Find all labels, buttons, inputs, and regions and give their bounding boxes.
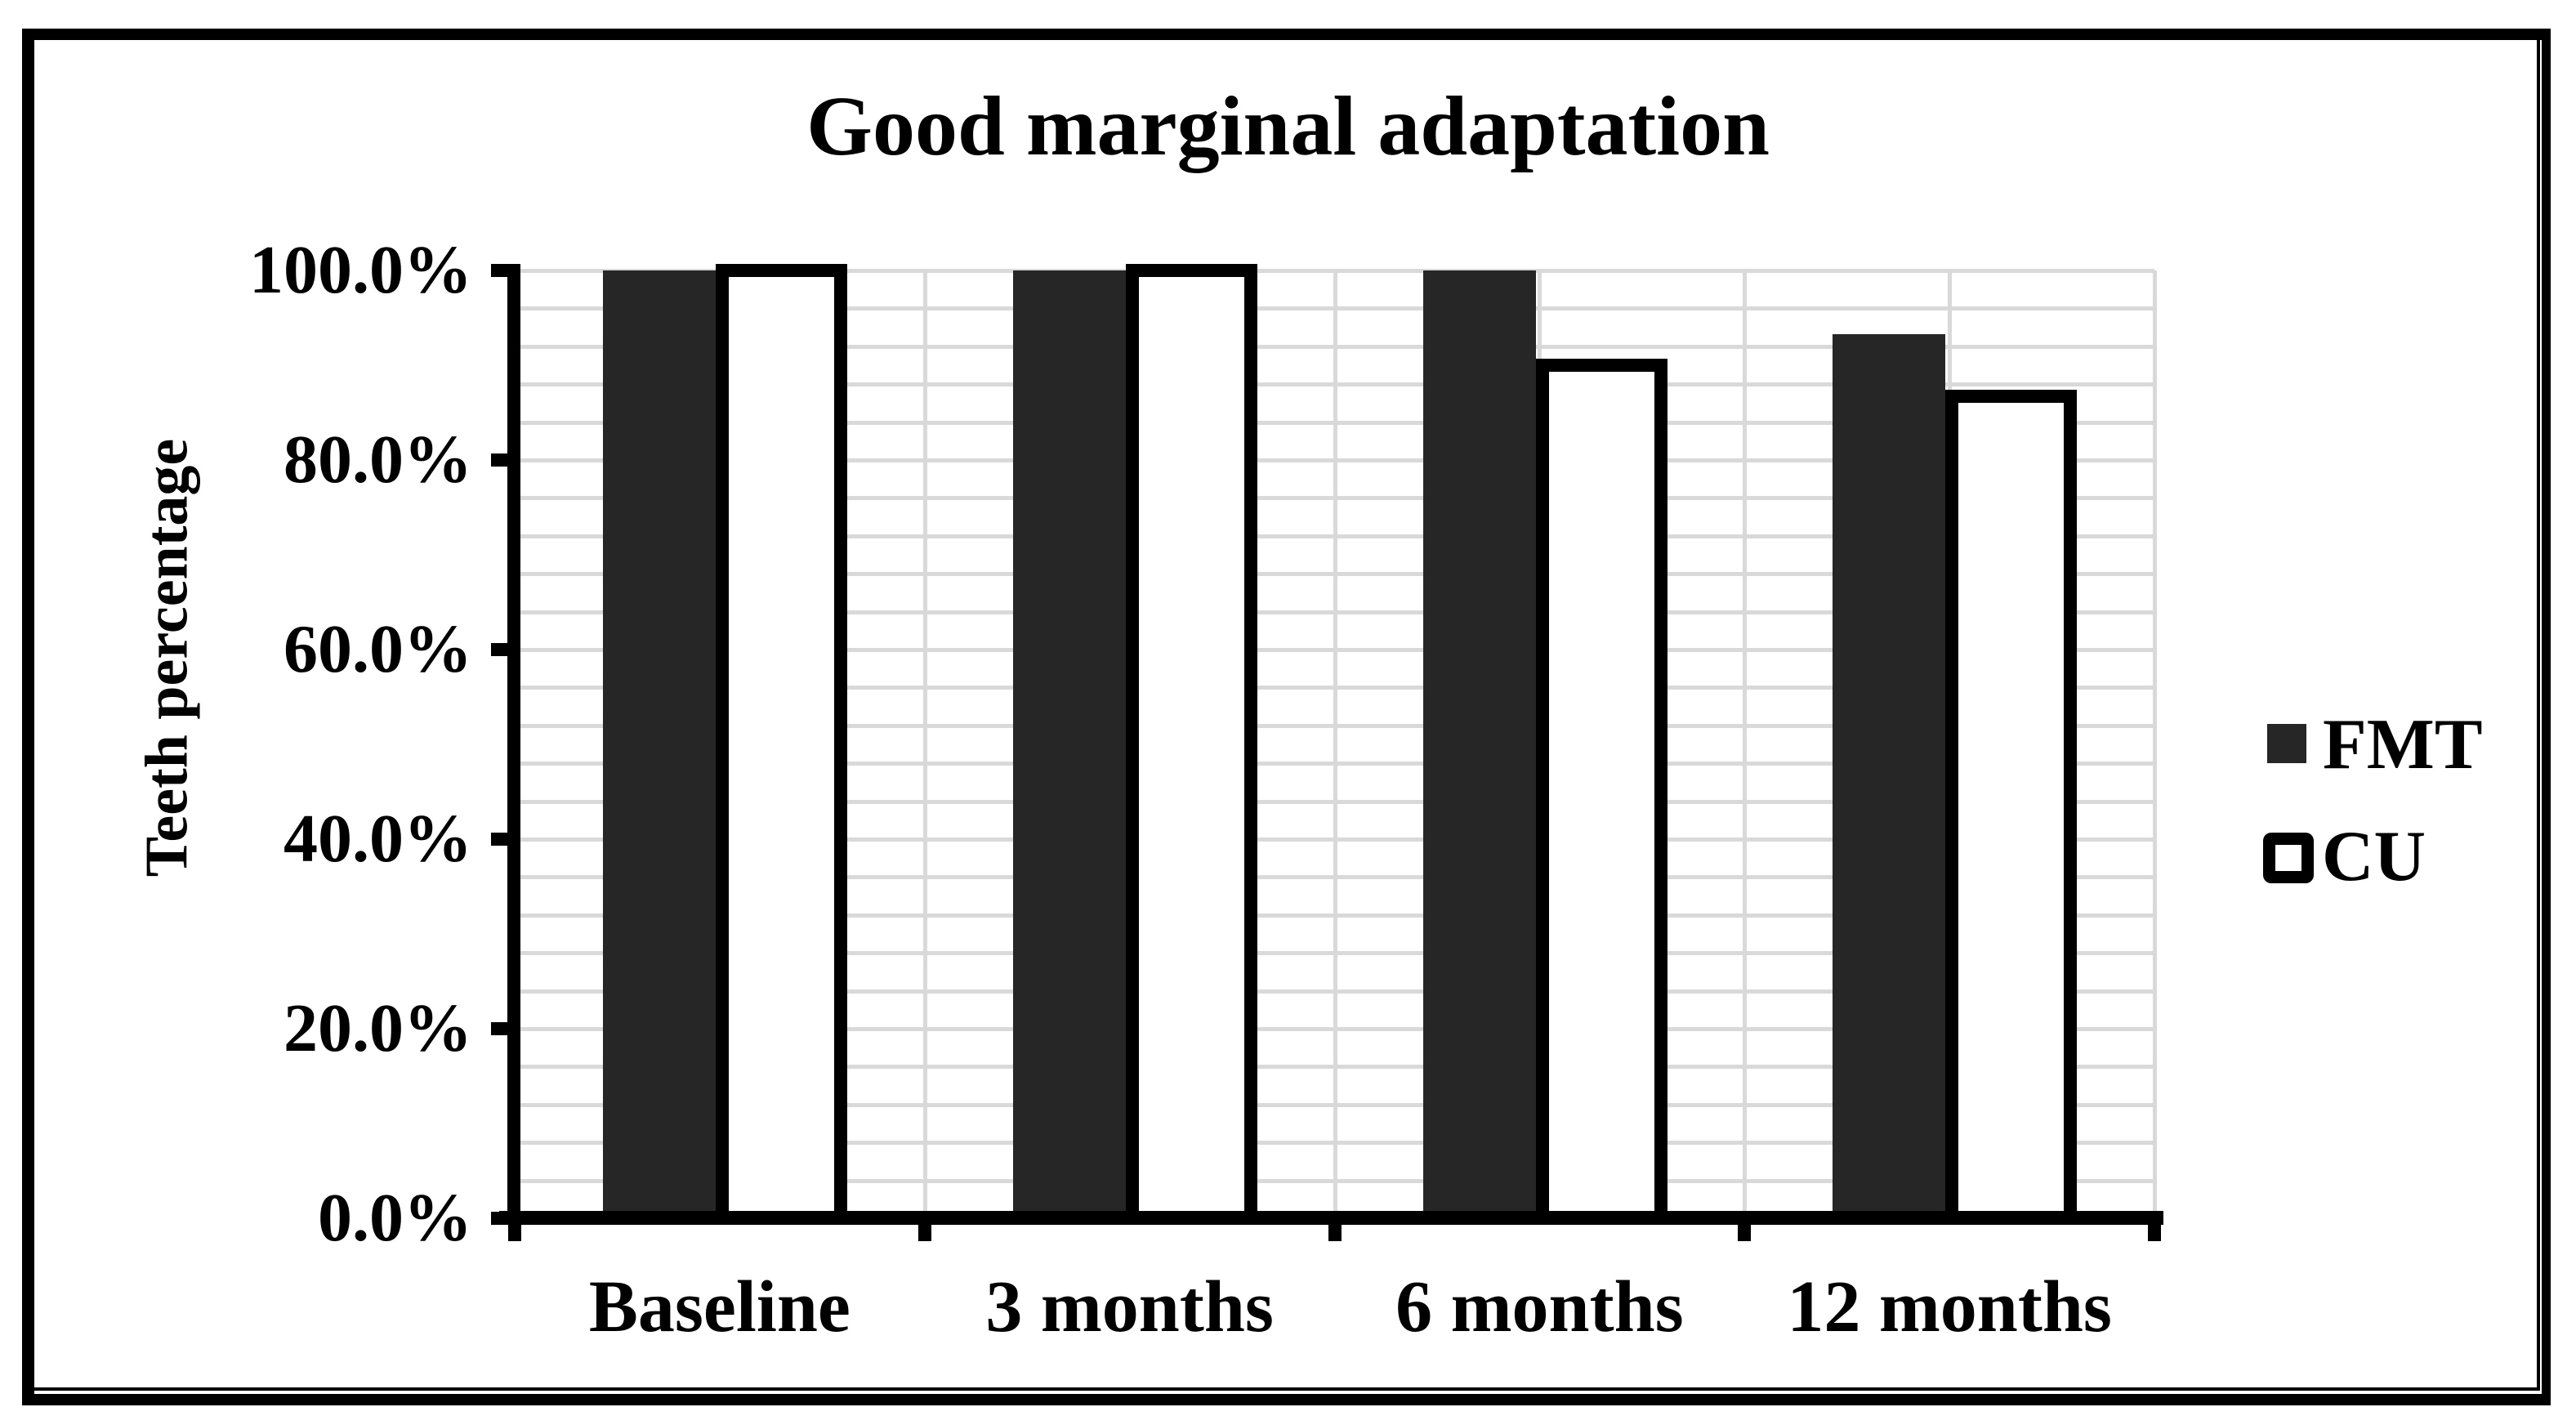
y-axis-tick [491,453,507,467]
legend-swatch-fmt [2267,724,2306,763]
y-tick-label: 20.0% [283,990,472,1066]
bar-fmt-12-months [1833,333,1946,1212]
bar-fmt-baseline [603,270,716,1212]
chart-title: Good marginal adaptation [806,79,1770,173]
x-axis-tick [917,1225,931,1241]
y-tick-label: 60.0% [283,611,472,687]
vertical-gridline [2153,270,2157,1211]
y-tick-label: 100.0% [249,232,472,308]
x-axis-tick [1328,1225,1342,1241]
category-label-baseline: Baseline [588,1266,850,1347]
vertical-gridline [922,270,927,1211]
bar-cu-6-months [1535,359,1667,1224]
figure-inner-border-line [34,40,2540,1391]
y-axis-tick [491,833,507,846]
bar-cu-3-months [1125,264,1257,1224]
legend-swatch-cu [2263,833,2314,883]
category-label-3-months: 3 months [985,1266,1274,1347]
bar-cu-baseline [716,264,847,1224]
y-tick-label: 80.0% [283,422,472,498]
y-axis-tick [491,1212,507,1225]
bar-fmt-6-months [1422,270,1536,1212]
category-label-6-months: 6 months [1395,1266,1684,1347]
y-axis-tick [491,1022,507,1035]
legend-label-cu: CU [2322,817,2426,896]
x-axis-tick [1738,1225,1752,1241]
x-axis-tick [2148,1225,2161,1241]
figure-border [22,29,2551,1405]
y-axis-tick [491,264,507,277]
y-axis-tick [491,643,507,656]
category-label-12-months: 12 months [1787,1266,2112,1347]
y-tick-label: 0.0% [318,1180,472,1256]
x-axis-tick [508,1225,521,1241]
legend-label-fmt: FMT [2323,705,2483,784]
y-tick-label: 40.0% [283,801,472,877]
bar-fmt-3-months [1012,270,1126,1212]
bar-cu-12-months [1945,390,2078,1224]
x-axis-line [499,1211,2163,1225]
vertical-gridline [1333,270,1337,1211]
vertical-gridline [1743,270,1748,1211]
y-axis-line [507,264,520,1225]
